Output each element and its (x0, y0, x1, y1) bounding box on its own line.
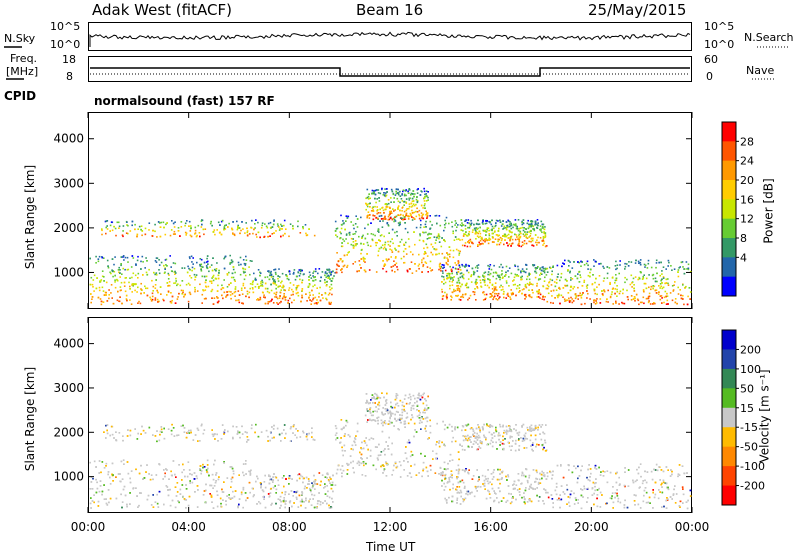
velocity-colorbar-tick-label: -15 (740, 421, 758, 434)
nsky-tick-top: 10^5 (50, 20, 81, 33)
nsky-tick-bottom: 10^0 (50, 38, 81, 51)
power-colorbar-segment (722, 276, 736, 297)
power-colorbar-tick-label: 4 (740, 251, 747, 264)
velocity-colorbar-tick-label: 200 (740, 343, 761, 356)
power-ytick-label: 1000 (53, 265, 84, 279)
nsearch-label: N.Search (744, 31, 794, 44)
power-ytick-label: 2000 (53, 221, 84, 235)
velocity-colorbar-tick-label: -100 (740, 460, 765, 473)
date-title: 25/May/2015 (588, 1, 687, 19)
radar-title: Adak West (fitACF) (92, 1, 232, 19)
velocity-colorbar-segment (722, 485, 736, 506)
freq-panel (88, 56, 692, 82)
velocity-colorbar-segment (722, 466, 736, 487)
x-axis-label: Time UT (366, 540, 416, 554)
nsky-label: N.Sky (4, 32, 36, 45)
velocity-colorbar-frame (721, 329, 737, 506)
cpid-value: normalsound (fast) 157 RF (94, 94, 275, 108)
freq-tick-top: 18 (62, 53, 76, 66)
power-colorbar-segment (722, 199, 736, 220)
nave-label: Nave (746, 64, 775, 77)
x-tick-label: 08:00 (272, 520, 307, 534)
beam-title: Beam 16 (356, 1, 424, 19)
nsky-panel (88, 22, 692, 51)
velocity-colorbar-segment (722, 368, 736, 389)
velocity-colorbar-segment (722, 407, 736, 428)
power-ytick-label: 3000 (53, 176, 84, 190)
nsearch-tick-top: 10^5 (704, 20, 735, 33)
x-tick-label: 00:00 (71, 520, 106, 534)
velocity-colorbar-tick-label: 100 (740, 363, 761, 376)
freq-trace (90, 67, 690, 77)
velocity-colorbar-segment (722, 446, 736, 467)
velocity-colorbar-tick-label: -50 (740, 441, 758, 454)
freq-label-1: Freq. (10, 52, 38, 65)
x-tick-label: 16:00 (473, 520, 508, 534)
velocity-colorbar-segment (722, 388, 736, 409)
power-panel (88, 112, 692, 309)
velocity-ytick-label: 2000 (53, 425, 84, 439)
velocity-colorbar-segment (722, 330, 736, 350)
velocity-colorbar-tick-label: 15 (740, 402, 754, 415)
power-colorbar-segment (722, 257, 736, 278)
power-colorbar-segment (722, 160, 736, 181)
velocity-ytick-label: 1000 (53, 470, 84, 484)
velocity-colorbar-tick-label: -200 (740, 480, 765, 493)
power-colorbar-tick-label: 28 (740, 135, 754, 148)
velocity-colorbar-tick-label: 50 (740, 382, 754, 395)
power-colorbar-segment (722, 180, 736, 200)
power-colorbar-tick-label: 16 (740, 193, 754, 206)
freq-label-2: [MHz] (6, 65, 39, 78)
power-ytick-label: 4000 (53, 132, 84, 146)
power-colorbar-tick-label: 24 (740, 155, 754, 168)
velocity-ytick-label: 3000 (53, 381, 84, 395)
power-scatter-field (89, 187, 692, 306)
cpid-label: CPID (4, 89, 37, 103)
velocity-scatter-field (89, 392, 692, 510)
x-tick-label: 04:00 (171, 520, 206, 534)
power-colorbar-tick-label: 12 (740, 213, 754, 226)
velocity-colorbar-segment (722, 349, 736, 370)
power-colorbar-tick-label: 8 (740, 232, 747, 245)
velocity-ytick-label: 4000 (53, 337, 84, 351)
velocity-colorbar-segment (722, 427, 736, 448)
nave-tick-bottom: 0 (706, 70, 713, 83)
x-tick-label: 12:00 (373, 520, 408, 534)
power-colorbar-frame (721, 121, 737, 297)
power-colorbar-segment (722, 122, 736, 142)
nsky-trace (89, 31, 691, 47)
power-colorbar-segment (722, 218, 736, 239)
x-tick-label: 20:00 (574, 520, 609, 534)
nave-tick-top: 60 (704, 53, 718, 66)
nsearch-tick-bottom: 10^0 (704, 38, 735, 51)
power-colorbar-segment (722, 238, 736, 258)
freq-tick-bottom: 8 (66, 70, 73, 83)
power-colorbar-segment (722, 141, 736, 162)
power-colorbar-tick-label: 20 (740, 174, 754, 187)
x-tick-label: 00:00 (675, 520, 710, 534)
